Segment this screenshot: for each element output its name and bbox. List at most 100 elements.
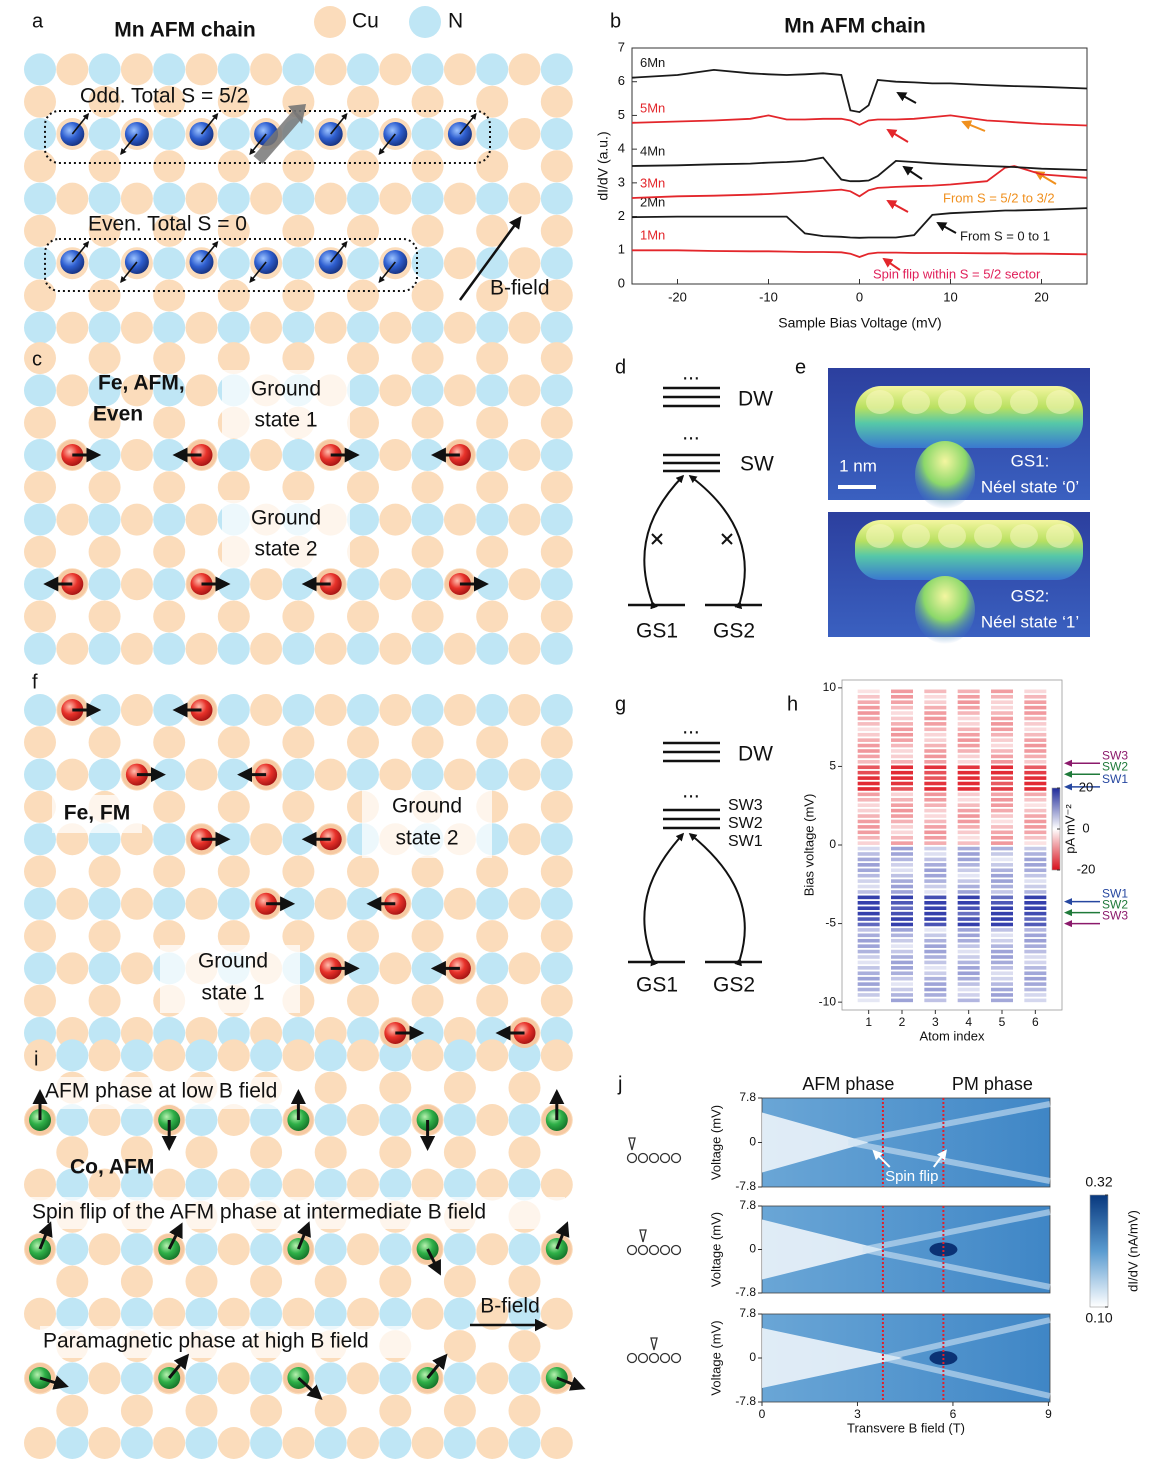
lattice-site bbox=[185, 1394, 218, 1427]
lattice-site bbox=[411, 726, 444, 759]
map-stripe bbox=[891, 760, 913, 764]
map-stripe bbox=[1024, 722, 1047, 726]
lattice-site bbox=[347, 279, 379, 312]
y-tick-label: -5 bbox=[825, 916, 836, 930]
map-stripe bbox=[891, 998, 913, 1003]
spin-arrow bbox=[296, 1221, 311, 1250]
lattice-site bbox=[217, 342, 250, 375]
lattice-site bbox=[476, 1039, 509, 1072]
lattice-site bbox=[540, 311, 573, 344]
lattice-site bbox=[24, 374, 56, 407]
map-stripe bbox=[957, 689, 980, 694]
lattice-site bbox=[185, 1427, 218, 1459]
map-stripe bbox=[1024, 835, 1047, 840]
image-label: Néel state ‘0’ bbox=[981, 477, 1079, 496]
x-tick-label: 20 bbox=[1034, 289, 1048, 304]
map-stripe bbox=[991, 787, 1013, 791]
lattice-site bbox=[540, 182, 573, 215]
y-axis-label: Voltage (mV) bbox=[708, 1320, 723, 1395]
lattice-site bbox=[120, 1233, 153, 1266]
map-stripe bbox=[1024, 727, 1047, 732]
lattice-site bbox=[347, 85, 379, 118]
level-label: GS1 bbox=[636, 620, 678, 643]
map-stripe bbox=[924, 694, 947, 699]
lattice-site bbox=[476, 887, 509, 920]
lattice-site bbox=[476, 758, 509, 791]
map-stripe bbox=[991, 863, 1013, 867]
lattice-site bbox=[250, 694, 283, 726]
phase-label: AFM phase bbox=[802, 1074, 894, 1094]
map-stripe bbox=[857, 928, 880, 932]
lattice-site bbox=[314, 1394, 347, 1427]
map-stripe bbox=[1024, 749, 1047, 753]
y-axis-label: Bias voltage (mV) bbox=[801, 794, 816, 897]
map-stripe bbox=[1024, 814, 1047, 818]
lattice-site bbox=[540, 118, 573, 150]
map-stripe bbox=[957, 873, 980, 878]
map-stripe bbox=[957, 727, 980, 732]
map-stripe bbox=[891, 722, 913, 726]
lattice-site bbox=[217, 118, 250, 150]
y-tick-label: 0 bbox=[749, 1135, 756, 1149]
lattice-site bbox=[24, 694, 56, 726]
icon-atom bbox=[659, 1244, 671, 1256]
icon-tip bbox=[628, 1137, 636, 1151]
y-tick-label: 7.8 bbox=[739, 1306, 756, 1320]
lattice-site bbox=[347, 118, 379, 150]
level-label: SW2 bbox=[728, 815, 763, 832]
y-tick-label: 7.8 bbox=[739, 1198, 756, 1212]
lattice-site bbox=[24, 503, 56, 536]
map-stripe bbox=[1024, 797, 1047, 802]
lattice-site bbox=[217, 887, 250, 920]
map-stripe bbox=[957, 797, 980, 802]
map-stripe bbox=[957, 835, 980, 840]
lattice-site bbox=[314, 311, 347, 344]
bump bbox=[902, 390, 930, 414]
lattice-site bbox=[282, 247, 315, 280]
state-label: state 1 bbox=[201, 982, 264, 1005]
lattice-site bbox=[314, 1297, 347, 1330]
chain-label: Even. Total S = 0 bbox=[88, 213, 247, 236]
lattice-site bbox=[217, 632, 250, 665]
bump bbox=[866, 390, 894, 414]
lattice-site bbox=[282, 568, 315, 601]
lattice-site bbox=[411, 439, 444, 471]
lattice-site bbox=[185, 374, 218, 407]
arrow bbox=[961, 120, 986, 132]
map-stripe bbox=[924, 727, 947, 732]
map-stripe bbox=[957, 830, 980, 835]
tip-icons bbox=[626, 1137, 682, 1364]
y-tick-label: 10 bbox=[823, 680, 837, 694]
lattice-site bbox=[540, 758, 573, 791]
spin-arrow bbox=[426, 1353, 448, 1379]
lattice-site bbox=[347, 247, 379, 280]
lattice-site bbox=[250, 182, 283, 215]
map-stripe bbox=[857, 830, 880, 835]
map-stripe bbox=[891, 971, 913, 976]
lattice-site bbox=[411, 920, 444, 953]
map-stripe bbox=[991, 808, 1013, 813]
map-stripe bbox=[1024, 955, 1047, 959]
lattice-site bbox=[508, 182, 541, 215]
map-stripe bbox=[891, 868, 913, 873]
map-stripe bbox=[991, 955, 1013, 959]
map-stripe bbox=[957, 966, 980, 970]
lattice-site bbox=[347, 535, 379, 568]
lattice-site bbox=[476, 952, 509, 985]
map-stripe bbox=[891, 976, 913, 981]
map-stripe bbox=[924, 917, 947, 921]
chain-label: Odd. Total S = 5/2 bbox=[80, 85, 248, 108]
lattice-site bbox=[56, 503, 89, 536]
bump bbox=[1010, 524, 1038, 548]
lattice-site bbox=[24, 279, 56, 312]
map-stripe bbox=[924, 895, 947, 900]
colorbar-tick-label: 0.10 bbox=[1085, 1310, 1112, 1326]
lattice-site bbox=[508, 1394, 541, 1427]
lattice-site bbox=[476, 535, 509, 568]
lattice-site bbox=[347, 887, 379, 920]
map-stripe bbox=[1024, 808, 1047, 813]
map-stripe bbox=[991, 825, 1013, 829]
map-stripe bbox=[891, 694, 913, 699]
lattice-site bbox=[540, 1427, 573, 1459]
lattice-site bbox=[443, 887, 476, 920]
